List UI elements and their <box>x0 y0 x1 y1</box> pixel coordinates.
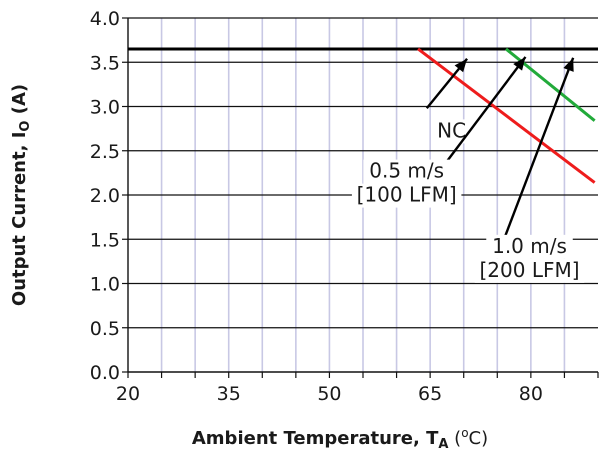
annotation-arrowhead-1 <box>513 56 526 71</box>
annotation-arrow-1 <box>439 56 527 171</box>
annotation-arrowhead-2 <box>563 57 574 72</box>
x-tick-label-80: 80 <box>519 383 543 405</box>
y-tick-label-3.0: 3.0 <box>90 97 120 119</box>
x-tick-label-65: 65 <box>418 383 442 405</box>
y-tick-label-0.0: 0.0 <box>90 362 120 384</box>
y-tick-label-3.5: 3.5 <box>90 52 120 74</box>
annotation-bg-1-0 <box>363 159 450 184</box>
series-0-5ms <box>417 47 596 184</box>
y-tick-label-4.0: 4.0 <box>90 8 120 30</box>
tick-labels: 0.0 0.5 1.0 1.5 2.0 2.5 3.0 3.5 4.0 20 35 50 65 80 <box>90 8 543 405</box>
annotation-bg-1-1 <box>351 183 462 208</box>
annotation-label-1-0: 0.5 m/s <box>369 159 444 183</box>
annotations: NC 0.5 m/s[100 LFM] 1.0 m/s[200 LFM] <box>351 56 585 283</box>
annotation-bg-0-0 <box>437 119 467 144</box>
x-axis-title: Ambient Temperature, TA (oC) <box>192 426 488 452</box>
annotation-arrow-2 <box>500 57 575 245</box>
annotation-bg-2-1 <box>474 258 585 283</box>
y-tick-label-2.0: 2.0 <box>90 185 120 207</box>
x-tick-label-35: 35 <box>217 383 241 405</box>
annotation-arrowhead-0 <box>454 58 468 73</box>
y-tick-label-1.0: 1.0 <box>90 274 120 296</box>
annotation-label-2-0: 1.0 m/s <box>492 234 567 258</box>
y-tick-label-2.5: 2.5 <box>90 141 120 163</box>
axes <box>122 17 599 378</box>
y-axis-title: Output Current, IO (A) <box>9 84 33 306</box>
y-tick-label-1.5: 1.5 <box>90 229 120 251</box>
annotation-bg-2-0 <box>486 234 573 259</box>
annotation-label-2-1: [200 LFM] <box>479 258 579 282</box>
x-tick-label-20: 20 <box>116 383 140 405</box>
y-tick-label-0.5: 0.5 <box>90 318 120 340</box>
x-tick-label-50: 50 <box>317 383 341 405</box>
annotation-label-1-1: [100 LFM] <box>357 183 457 207</box>
annotation-label-0-0: NC <box>437 118 466 142</box>
